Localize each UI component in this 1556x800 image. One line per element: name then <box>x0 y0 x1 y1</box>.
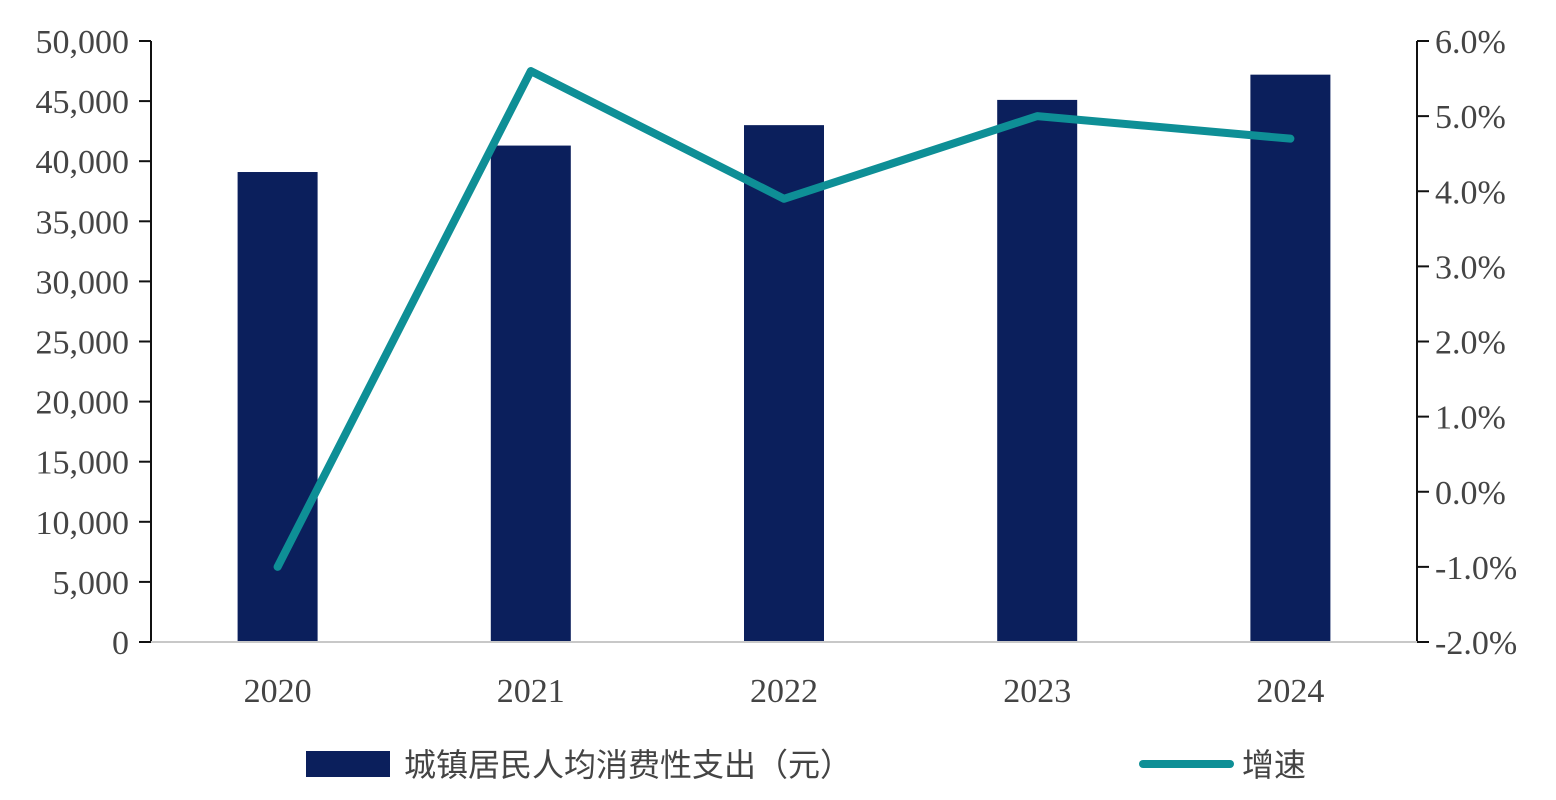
right-tick-label: 0.0% <box>1435 475 1506 512</box>
x-tick-label: 2022 <box>750 673 818 710</box>
right-tick-label: 4.0% <box>1435 174 1506 211</box>
left-tick-label: 20,000 <box>36 385 130 422</box>
line-series <box>273 67 1295 571</box>
bar <box>744 125 824 642</box>
legend-bar-label: 城镇居民人均消费性支出（元） <box>404 746 852 784</box>
left-tick-label: 45,000 <box>36 84 130 121</box>
left-tick-label: 25,000 <box>36 325 130 362</box>
right-y-axis: -2.0% -1.0% 0.0% 1.0% 2.0% 3.0% 4.0% 5.0% 6.0% <box>1416 24 1517 662</box>
x-tick-label: 2023 <box>1003 673 1071 710</box>
right-tick-label: 1.0% <box>1435 400 1506 437</box>
x-tick-label: 2020 <box>244 673 312 710</box>
growth-point <box>1036 115 1038 117</box>
left-tick-label: 5,000 <box>53 565 130 602</box>
growth-point <box>1289 138 1291 140</box>
right-tick-label: -1.0% <box>1435 550 1517 587</box>
growth-point <box>783 198 785 200</box>
x-tick-label: 2024 <box>1256 673 1324 710</box>
right-tick-label: 3.0% <box>1435 249 1506 286</box>
left-tick-label: 40,000 <box>36 144 130 181</box>
left-tick-label: 15,000 <box>36 445 130 482</box>
legend: 城镇居民人均消费性支出（元） 增速 <box>306 746 1306 784</box>
x-tick-label: 2021 <box>497 673 565 710</box>
right-tick-label: 2.0% <box>1435 325 1506 362</box>
left-tick-label: 0 <box>112 625 129 662</box>
bar-series <box>237 74 1331 642</box>
growth-point <box>530 70 532 72</box>
left-tick-label: 35,000 <box>36 204 130 241</box>
right-tick-label: -2.0% <box>1435 625 1517 662</box>
bar <box>490 145 571 642</box>
legend-bar-swatch <box>306 751 390 777</box>
bar <box>1250 74 1331 642</box>
growth-point <box>277 566 279 568</box>
x-axis-labels: 2020 2021 2022 2023 2024 <box>244 673 1325 710</box>
left-tick-label: 30,000 <box>36 264 130 301</box>
legend-line-label: 增速 <box>1242 746 1306 784</box>
left-tick-label: 10,000 <box>36 505 130 542</box>
bar <box>997 99 1078 642</box>
left-y-axis: 0 5,000 10,000 15,000 20,000 25,000 30,000 35,0… <box>36 24 152 662</box>
right-tick-label: 5.0% <box>1435 99 1506 136</box>
bar <box>237 172 318 642</box>
right-tick-label: 6.0% <box>1435 24 1506 61</box>
left-tick-label: 50,000 <box>36 24 130 61</box>
